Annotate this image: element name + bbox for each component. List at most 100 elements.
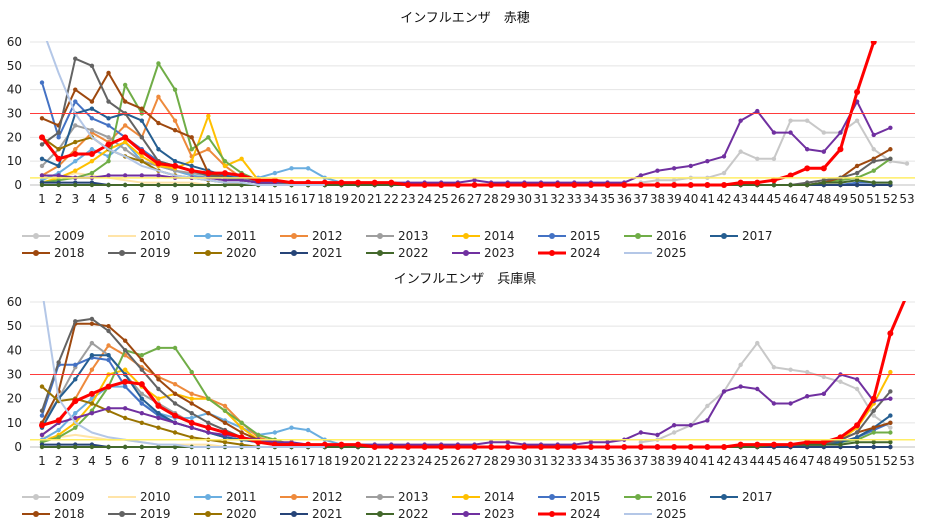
legend-marker [721,233,727,239]
x-tick-label: 8 [155,454,163,468]
data-point-2017 [56,163,61,169]
x-tick-label: 19 [334,192,349,206]
legend-marker [205,494,211,500]
data-point-2023 [688,163,693,169]
data-point-2009 [755,340,760,346]
data-point-2022 [56,182,61,188]
data-point-2017 [89,352,95,358]
x-tick-label: 18 [317,192,332,206]
data-point-2011 [272,430,278,435]
data-point-2022 [106,444,111,450]
legend-item-2022: 2022 [366,507,429,521]
data-point-2024 [671,444,678,450]
data-point-2009 [771,365,777,370]
data-point-2009 [821,130,827,135]
data-point-2023 [804,147,810,152]
x-tick-label: 13 [234,454,249,468]
x-tick-label: 43 [733,454,748,468]
data-point-2022 [222,182,228,188]
data-point-2024 [221,170,228,177]
data-point-2023 [838,130,843,135]
legend-label: 2011 [226,229,257,243]
x-tick-label: 19 [334,454,349,468]
data-point-2014 [73,168,78,173]
data-point-2012 [122,123,128,128]
legend-item-2019: 2019 [108,246,171,260]
data-point-2023 [821,149,827,154]
data-point-2014 [222,163,228,169]
data-point-2024 [438,444,445,450]
data-point-2023 [122,173,128,178]
data-point-2021 [854,444,860,450]
x-tick-label: 24 [417,192,432,206]
data-point-2023 [106,406,111,411]
data-point-2016 [871,430,876,435]
data-point-2024 [172,162,179,169]
data-point-2015 [122,384,128,389]
data-point-2013 [39,163,45,169]
data-point-2014 [189,396,194,401]
data-point-2024 [521,182,528,188]
data-point-2015 [73,362,78,368]
data-point-2018 [89,321,95,326]
data-point-2022 [888,439,893,445]
data-point-2022 [239,182,244,188]
data-point-2024 [737,179,744,186]
data-point-2018 [172,127,178,133]
y-tick-label: 10 [7,154,22,168]
legend-label: 2021 [312,507,343,521]
data-point-2020 [139,158,145,164]
data-point-2019 [122,348,128,353]
data-point-2011 [73,158,78,164]
y-tick-label: 40 [7,343,22,357]
data-point-2024 [39,134,45,141]
data-point-2018 [106,323,111,329]
legend-item-2010: 2010 [108,229,171,243]
data-point-2023 [655,432,660,438]
series-line-2012 [41,95,891,186]
x-tick-label: 23 [400,192,415,206]
x-tick-label: 1 [38,192,46,206]
legend-marker [549,494,555,500]
x-tick-label: 47 [800,192,815,206]
legend-marker [721,494,727,500]
data-point-2023 [688,423,693,428]
legend-marker [377,511,383,517]
data-point-2015 [73,99,78,104]
data-point-2019 [139,367,145,372]
data-point-2024 [521,444,528,450]
data-point-2017 [39,156,45,161]
data-point-2015 [139,401,145,406]
legend-item-2011: 2011 [194,490,257,504]
data-point-2012 [106,343,111,348]
series-line-2019 [41,317,892,448]
data-point-2013 [139,391,145,397]
data-point-2024 [338,441,345,448]
x-tick-label: 42 [716,454,731,468]
data-point-2012 [89,367,95,372]
y-tick-label: 20 [7,130,22,144]
x-tick-label: 6 [121,454,129,468]
legend-marker [291,494,297,500]
x-tick-label: 33 [567,192,582,206]
data-point-2024 [371,444,378,450]
x-tick-label: 44 [750,454,765,468]
data-point-2024 [155,160,162,167]
data-point-2024 [355,179,362,186]
data-point-2024 [770,441,777,448]
legend-item-2024: 2024 [538,507,601,521]
data-point-2018 [888,147,893,152]
data-point-2014 [122,139,128,145]
legend-item-2009: 2009 [22,229,85,243]
data-point-2024 [887,330,894,337]
legend-label: 2024 [570,246,601,260]
x-tick-label: 21 [367,454,382,468]
x-tick-label: 38 [650,454,665,468]
legend-marker [119,250,125,256]
data-point-2023 [705,158,710,164]
data-point-2016 [222,408,228,413]
data-point-2016 [89,170,95,176]
legend-item-2017: 2017 [710,490,773,504]
data-point-2024 [820,439,827,446]
data-point-2024 [604,444,611,450]
